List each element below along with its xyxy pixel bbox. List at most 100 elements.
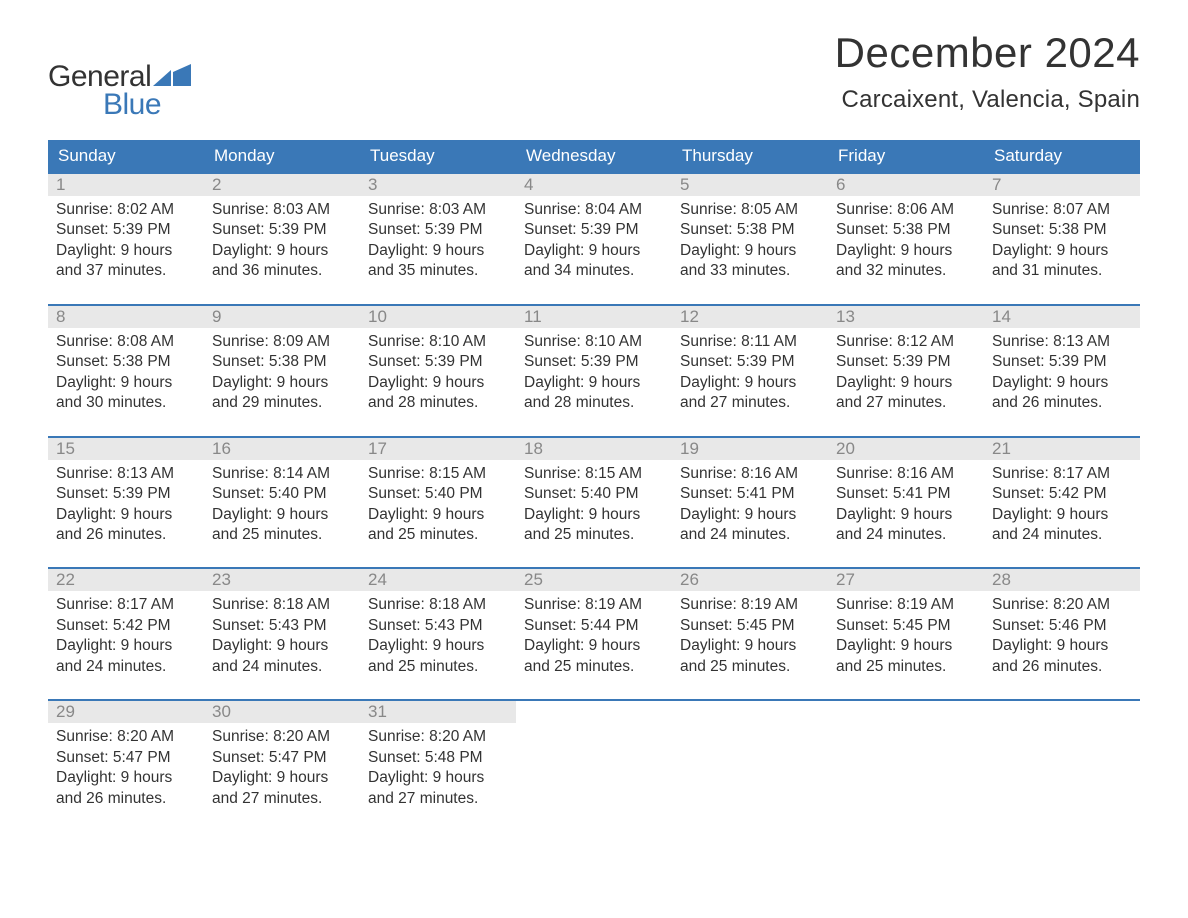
day-sunset: Sunset: 5:46 PM: [992, 616, 1132, 636]
day-daylight1: Daylight: 9 hours: [212, 636, 352, 656]
day-sunset: Sunset: 5:40 PM: [212, 484, 352, 504]
day-daylight2: and 25 minutes.: [524, 525, 664, 545]
day-data: Sunrise: 8:20 AMSunset: 5:46 PMDaylight:…: [984, 591, 1140, 687]
day-data: Sunrise: 8:17 AMSunset: 5:42 PMDaylight:…: [984, 460, 1140, 556]
day-sunset: Sunset: 5:43 PM: [212, 616, 352, 636]
day-sunrise: Sunrise: 8:20 AM: [212, 727, 352, 747]
day-data: Sunrise: 8:20 AMSunset: 5:48 PMDaylight:…: [360, 723, 516, 819]
day-sunset: Sunset: 5:40 PM: [524, 484, 664, 504]
day-daylight1: Daylight: 9 hours: [836, 241, 976, 261]
day-daylight2: and 25 minutes.: [368, 657, 508, 677]
day-daylight2: and 33 minutes.: [680, 261, 820, 281]
location-text: Carcaixent, Valencia, Spain: [835, 86, 1140, 114]
day-sunrise: Sunrise: 8:18 AM: [368, 595, 508, 615]
day-cell: 24Sunrise: 8:18 AMSunset: 5:43 PMDayligh…: [360, 569, 516, 687]
dow-tuesday: Tuesday: [360, 140, 516, 172]
day-sunrise: Sunrise: 8:08 AM: [56, 332, 196, 352]
day-cell: 12Sunrise: 8:11 AMSunset: 5:39 PMDayligh…: [672, 306, 828, 424]
day-sunrise: Sunrise: 8:11 AM: [680, 332, 820, 352]
day-cell: 7Sunrise: 8:07 AMSunset: 5:38 PMDaylight…: [984, 174, 1140, 292]
day-daylight2: and 35 minutes.: [368, 261, 508, 281]
day-sunrise: Sunrise: 8:10 AM: [524, 332, 664, 352]
day-sunrise: Sunrise: 8:03 AM: [212, 200, 352, 220]
day-daylight1: Daylight: 9 hours: [992, 636, 1132, 656]
day-number: 15: [48, 438, 204, 460]
day-sunrise: Sunrise: 8:17 AM: [56, 595, 196, 615]
day-cell: 13Sunrise: 8:12 AMSunset: 5:39 PMDayligh…: [828, 306, 984, 424]
day-number: 21: [984, 438, 1140, 460]
day-cell: 21Sunrise: 8:17 AMSunset: 5:42 PMDayligh…: [984, 438, 1140, 556]
day-daylight2: and 25 minutes.: [368, 525, 508, 545]
day-daylight1: Daylight: 9 hours: [368, 241, 508, 261]
day-number: 30: [204, 701, 360, 723]
day-data: Sunrise: 8:19 AMSunset: 5:45 PMDaylight:…: [672, 591, 828, 687]
day-daylight1: Daylight: 9 hours: [992, 373, 1132, 393]
day-daylight2: and 24 minutes.: [836, 525, 976, 545]
day-number: 12: [672, 306, 828, 328]
day-sunrise: Sunrise: 8:16 AM: [680, 464, 820, 484]
day-sunrise: Sunrise: 8:19 AM: [680, 595, 820, 615]
day-data: Sunrise: 8:15 AMSunset: 5:40 PMDaylight:…: [360, 460, 516, 556]
day-sunrise: Sunrise: 8:20 AM: [368, 727, 508, 747]
day-data: Sunrise: 8:03 AMSunset: 5:39 PMDaylight:…: [204, 196, 360, 292]
day-sunset: Sunset: 5:45 PM: [680, 616, 820, 636]
day-daylight1: Daylight: 9 hours: [836, 373, 976, 393]
day-sunset: Sunset: 5:42 PM: [992, 484, 1132, 504]
day-cell: 27Sunrise: 8:19 AMSunset: 5:45 PMDayligh…: [828, 569, 984, 687]
day-data: Sunrise: 8:16 AMSunset: 5:41 PMDaylight:…: [672, 460, 828, 556]
week-row: 8Sunrise: 8:08 AMSunset: 5:38 PMDaylight…: [48, 304, 1140, 424]
day-data: Sunrise: 8:17 AMSunset: 5:42 PMDaylight:…: [48, 591, 204, 687]
day-data: Sunrise: 8:18 AMSunset: 5:43 PMDaylight:…: [360, 591, 516, 687]
day-data: Sunrise: 8:14 AMSunset: 5:40 PMDaylight:…: [204, 460, 360, 556]
day-daylight1: Daylight: 9 hours: [368, 636, 508, 656]
day-data: Sunrise: 8:13 AMSunset: 5:39 PMDaylight:…: [984, 328, 1140, 424]
dow-saturday: Saturday: [984, 140, 1140, 172]
dow-wednesday: Wednesday: [516, 140, 672, 172]
day-cell: 30Sunrise: 8:20 AMSunset: 5:47 PMDayligh…: [204, 701, 360, 819]
day-daylight2: and 26 minutes.: [992, 657, 1132, 677]
day-daylight1: Daylight: 9 hours: [212, 241, 352, 261]
day-data: Sunrise: 8:13 AMSunset: 5:39 PMDaylight:…: [48, 460, 204, 556]
day-sunrise: Sunrise: 8:13 AM: [56, 464, 196, 484]
day-cell: 16Sunrise: 8:14 AMSunset: 5:40 PMDayligh…: [204, 438, 360, 556]
day-cell: 29Sunrise: 8:20 AMSunset: 5:47 PMDayligh…: [48, 701, 204, 819]
day-sunset: Sunset: 5:38 PM: [680, 220, 820, 240]
title-block: December 2024 Carcaixent, Valencia, Spai…: [835, 30, 1140, 114]
day-daylight1: Daylight: 9 hours: [368, 768, 508, 788]
day-daylight1: Daylight: 9 hours: [524, 636, 664, 656]
day-sunrise: Sunrise: 8:20 AM: [992, 595, 1132, 615]
day-daylight1: Daylight: 9 hours: [212, 373, 352, 393]
day-sunrise: Sunrise: 8:06 AM: [836, 200, 976, 220]
day-data: Sunrise: 8:02 AMSunset: 5:39 PMDaylight:…: [48, 196, 204, 292]
day-daylight2: and 27 minutes.: [836, 393, 976, 413]
logo-word-2: Blue: [103, 88, 191, 122]
day-cell: 4Sunrise: 8:04 AMSunset: 5:39 PMDaylight…: [516, 174, 672, 292]
day-number: 8: [48, 306, 204, 328]
day-data: Sunrise: 8:11 AMSunset: 5:39 PMDaylight:…: [672, 328, 828, 424]
day-daylight1: Daylight: 9 hours: [368, 373, 508, 393]
weeks-container: 1Sunrise: 8:02 AMSunset: 5:39 PMDaylight…: [48, 172, 1140, 819]
day-sunset: Sunset: 5:39 PM: [368, 352, 508, 372]
day-data: Sunrise: 8:10 AMSunset: 5:39 PMDaylight:…: [360, 328, 516, 424]
day-daylight1: Daylight: 9 hours: [680, 505, 820, 525]
day-cell: 18Sunrise: 8:15 AMSunset: 5:40 PMDayligh…: [516, 438, 672, 556]
day-cell: [672, 701, 828, 819]
day-number: 29: [48, 701, 204, 723]
day-data: Sunrise: 8:05 AMSunset: 5:38 PMDaylight:…: [672, 196, 828, 292]
day-daylight2: and 32 minutes.: [836, 261, 976, 281]
day-cell: 1Sunrise: 8:02 AMSunset: 5:39 PMDaylight…: [48, 174, 204, 292]
day-daylight2: and 25 minutes.: [212, 525, 352, 545]
day-sunset: Sunset: 5:39 PM: [56, 220, 196, 240]
day-number: 25: [516, 569, 672, 591]
day-sunset: Sunset: 5:39 PM: [368, 220, 508, 240]
day-number: 1: [48, 174, 204, 196]
day-daylight2: and 24 minutes.: [212, 657, 352, 677]
day-sunset: Sunset: 5:43 PM: [368, 616, 508, 636]
day-sunrise: Sunrise: 8:19 AM: [524, 595, 664, 615]
header: General Blue December 2024 Carcaixent, V…: [48, 30, 1140, 122]
day-cell: [984, 701, 1140, 819]
day-cell: 31Sunrise: 8:20 AMSunset: 5:48 PMDayligh…: [360, 701, 516, 819]
day-daylight1: Daylight: 9 hours: [992, 241, 1132, 261]
day-daylight2: and 31 minutes.: [992, 261, 1132, 281]
day-daylight2: and 34 minutes.: [524, 261, 664, 281]
